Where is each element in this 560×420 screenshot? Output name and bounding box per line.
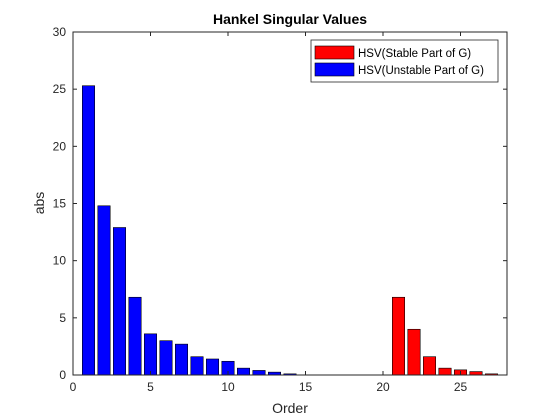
legend-swatch: [314, 62, 355, 77]
bar-series1-order-26: [469, 371, 483, 376]
ticks-group: 0 5 10 15 20 25 0 5 10 15 20 25 30: [53, 25, 507, 394]
bar-series1-order-23: [422, 356, 436, 376]
legend-swatch: [314, 45, 355, 60]
bar-series2-order-5: [144, 333, 158, 376]
y-tick-label: 0: [59, 368, 66, 382]
x-tick-label: 25: [454, 380, 468, 394]
y-tick-label: 20: [53, 139, 67, 153]
x-axis-title: Order: [272, 400, 308, 416]
bar-series2-order-9: [206, 358, 220, 376]
legend: HSV(Stable Part of G) HSV(Unstable Part o…: [310, 39, 499, 83]
legend-label: HSV(Stable Part of G): [358, 48, 471, 60]
bar-series1-order-24: [438, 367, 452, 376]
bar-series2-order-3: [113, 227, 127, 376]
x-tick-label: 20: [376, 380, 390, 394]
bar-series2-order-1: [82, 85, 96, 376]
bar-series2-order-7: [175, 343, 189, 376]
bar-series2-order-4: [128, 296, 142, 376]
x-tick-label: 10: [221, 380, 235, 394]
y-tick-label: 25: [53, 82, 67, 96]
bar-series1-order-21: [391, 296, 405, 376]
bar-series2-order-11: [237, 367, 251, 376]
y-tick-label: 15: [53, 197, 67, 211]
bar-series2-order-12: [252, 370, 266, 376]
y-axis-title: abs: [31, 192, 47, 215]
bar-series1-order-22: [407, 328, 421, 376]
y-tick-label: 10: [53, 254, 67, 268]
x-tick-label: 5: [147, 380, 154, 394]
bar-series2-order-8: [190, 356, 204, 376]
bar-series2-order-6: [159, 340, 173, 376]
x-tick-label: 15: [299, 380, 313, 394]
bars-group: [82, 85, 498, 376]
bar-series2-order-2: [97, 205, 111, 376]
y-tick-label: 5: [59, 311, 66, 325]
plot-area: [73, 32, 507, 375]
legend-label: HSV(Unstable Part of G): [358, 65, 484, 77]
chart-title: Hankel Singular Values: [213, 11, 367, 27]
y-tick-label: 30: [53, 25, 67, 39]
x-tick-label: 0: [70, 380, 77, 394]
